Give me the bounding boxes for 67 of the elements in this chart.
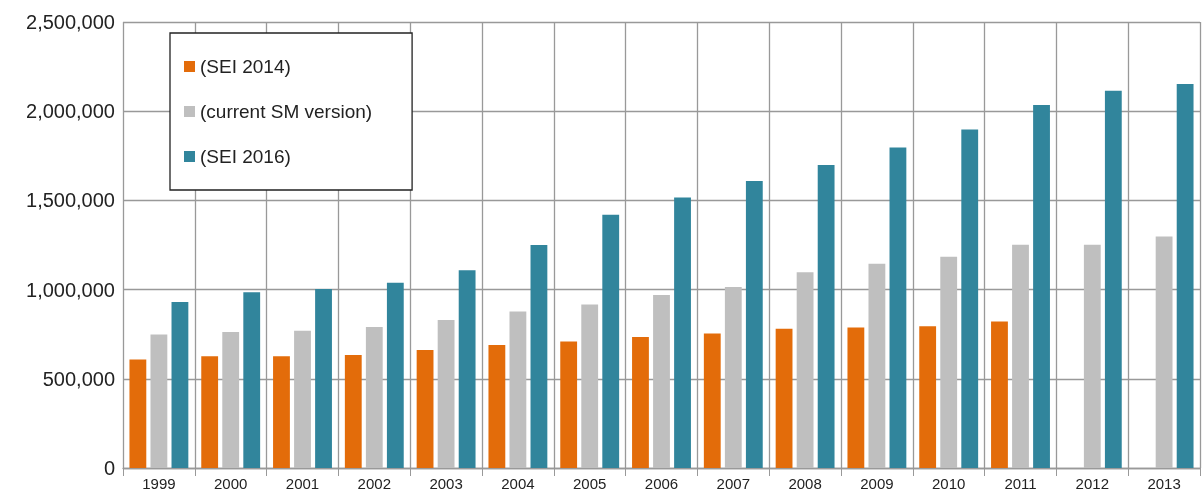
bar: [243, 292, 261, 468]
bar: [386, 282, 404, 468]
bar: [150, 334, 168, 468]
bar: [632, 337, 649, 468]
x-tick-label: 2004: [501, 475, 535, 492]
x-tick-label: 2013: [1147, 475, 1181, 492]
bar: [1104, 90, 1122, 468]
bar: [1155, 236, 1173, 468]
x-tick-label: 2001: [285, 475, 320, 492]
bar: [129, 359, 147, 468]
x-tick-label: 2009: [860, 475, 894, 492]
bar: [724, 286, 742, 468]
bar: [847, 327, 865, 468]
bar: [796, 272, 814, 468]
bar: [171, 301, 189, 468]
bar: [344, 354, 362, 468]
bar: [940, 256, 958, 468]
bar: [222, 331, 240, 468]
y-tick-label: 1,500,000: [26, 189, 115, 212]
x-tick-label: 2002: [357, 475, 391, 492]
x-tick-label: 2006: [644, 475, 679, 492]
x-tick-label: 2007: [716, 475, 750, 492]
bar: [530, 245, 548, 468]
x-tick-label: 2011: [1004, 475, 1037, 492]
x-tick-label: 2012: [1075, 475, 1109, 492]
x-tick-label: 1999: [142, 475, 176, 492]
x-tick-label: 2003: [429, 475, 463, 492]
bar: [509, 311, 527, 468]
x-tick-label: 2010: [932, 475, 966, 492]
y-tick-label: 2,500,000: [26, 11, 115, 33]
bar: [365, 326, 383, 468]
bar: [919, 326, 937, 468]
y-tick-label: 2,000,000: [26, 100, 115, 123]
bar: [889, 147, 907, 468]
bar: [1176, 83, 1194, 468]
bar: [991, 321, 1008, 468]
bar: [1033, 104, 1050, 468]
bar: [1012, 244, 1029, 468]
bar: [488, 344, 506, 468]
bar: [273, 356, 290, 468]
x-tick-label: 2005: [573, 475, 607, 492]
bar: [416, 349, 434, 468]
bar: [437, 319, 455, 468]
legend-label: (SEI 2016): [200, 146, 291, 167]
bar: [674, 197, 691, 468]
y-tick-label: 500,000: [42, 367, 115, 390]
bar: [653, 294, 670, 468]
bar: [775, 328, 793, 468]
legend-label: (current SM version): [200, 101, 373, 122]
bar: [315, 288, 332, 468]
legend-label: (SEI 2014): [200, 56, 291, 77]
bar: [961, 129, 979, 468]
bar: [1083, 244, 1101, 468]
x-tick-label: 2000: [214, 475, 248, 492]
bar: [201, 356, 219, 468]
bar: [294, 330, 311, 468]
y-tick-label: 0: [103, 457, 115, 479]
bar: [868, 263, 886, 468]
bar: [560, 341, 578, 468]
bar: [745, 180, 763, 468]
y-tick-label: 1,000,000: [26, 278, 115, 301]
bar: [581, 304, 599, 468]
bar: [458, 270, 476, 468]
bar: [817, 165, 835, 468]
x-tick-label: 2008: [788, 475, 822, 492]
bar: [703, 333, 721, 468]
bar: [602, 214, 620, 468]
